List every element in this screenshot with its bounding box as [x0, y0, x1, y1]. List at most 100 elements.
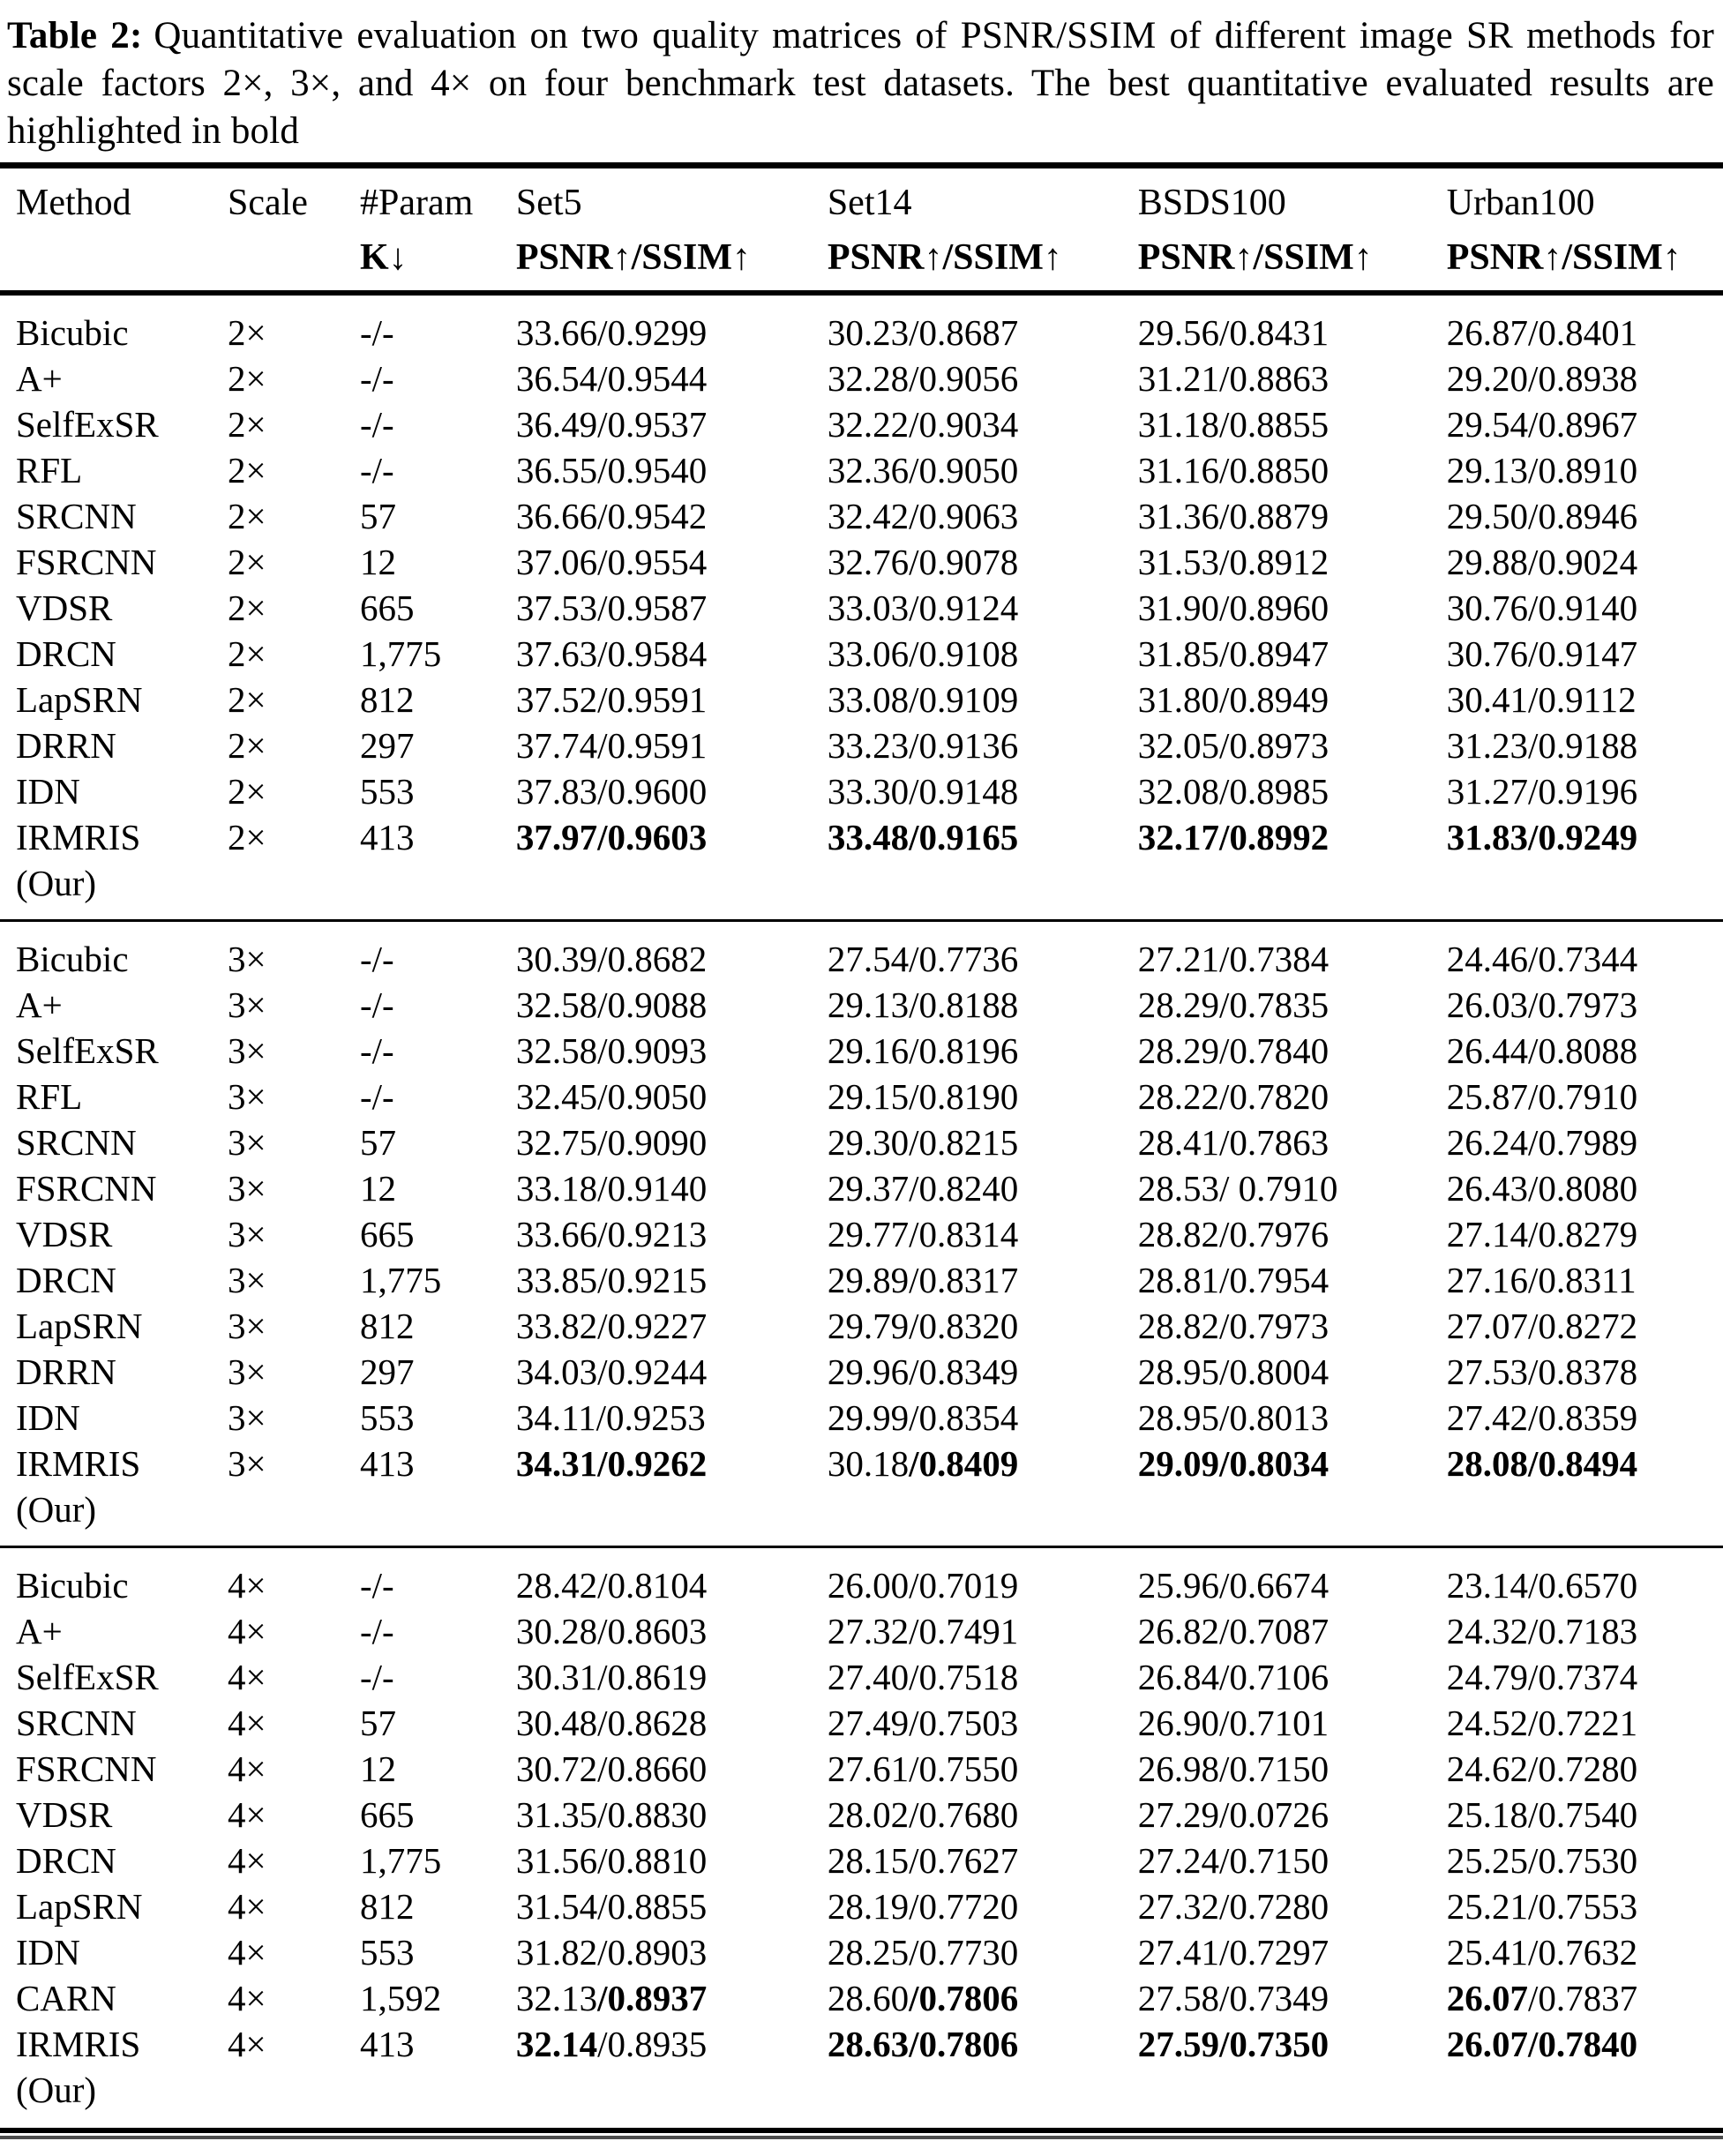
method-name: IDN	[16, 1397, 80, 1438]
col-header-set5-metrics: PSNR↑/SSIM↑	[515, 237, 751, 278]
scale-cell: 2×	[227, 496, 266, 536]
scale-cell: 2×	[227, 312, 266, 353]
metric-value-segment: 33.85/0.9215	[515, 1260, 708, 1300]
metric-cell: 25.87/0.7910	[1447, 1074, 1723, 1119]
metric-value-segment: 27.24/0.7150	[1137, 1840, 1330, 1881]
metric-value-segment: 33.03/0.9124	[827, 588, 1019, 628]
method-cell: Bicubic	[0, 1548, 228, 1608]
method-name: LapSRN	[16, 1886, 143, 1927]
metric-cell: 26.84/0.7106	[1138, 1654, 1447, 1700]
metric-cell: 24.52/0.7221	[1447, 1700, 1723, 1746]
metric-cell: 27.21/0.7384	[1138, 922, 1447, 982]
metric-value-segment: 37.74/0.9591	[515, 725, 708, 766]
metric-value-segment: 33.66/0.9213	[515, 1214, 708, 1254]
metric-cell: 29.79/0.8320	[828, 1303, 1138, 1349]
table-row: VDSR 2× 665 37.53/0.9587 33.03/0.9124 31.90/0…	[0, 585, 1723, 631]
metric-cell: 36.66/0.9542	[516, 493, 828, 539]
method-cell: SRCNN	[0, 493, 228, 539]
metric-value-segment: 30.72/0.8660	[515, 1748, 708, 1789]
metric-value-segment: 32.58/0.9093	[515, 1030, 708, 1071]
metric-value-segment: 32.36/0.9050	[827, 450, 1019, 490]
table-row: SelfExSR 3× -/- 32.58/0.9093 29.16/0.8196 28.…	[0, 1028, 1723, 1074]
metric-cell: 24.32/0.7183	[1447, 1608, 1723, 1654]
method-cell: VDSR	[0, 1792, 228, 1838]
method-cell: DRCN	[0, 631, 228, 677]
metric-cell: 26.82/0.7087	[1138, 1608, 1447, 1654]
col-header-param-unit: K↓	[359, 237, 408, 278]
method-cell: LapSRN	[0, 677, 228, 722]
param-cell: -/-	[359, 312, 394, 353]
method-cell: FSRCNN	[0, 1165, 228, 1211]
metric-cell: 27.32/0.7491	[828, 1608, 1138, 1654]
metric-cell: 37.63/0.9584	[516, 631, 828, 677]
metric-cell: 28.60/0.7806	[828, 1975, 1138, 2021]
metric-value-segment: 27.14/0.8279	[1446, 1214, 1638, 1254]
method-cell: A+	[0, 982, 228, 1028]
metric-value-segment: 30.18	[827, 1443, 910, 1484]
table-row: IRMRIS (Our) 3× 413 34.31/0.9262 30.18/0.8409…	[0, 1441, 1723, 1532]
scale-cell: 4×	[227, 2024, 266, 2064]
method-name: FSRCNN	[16, 542, 157, 582]
method-name: FSRCNN	[16, 1168, 157, 1209]
table-row: SelfExSR 2× -/- 36.49/0.9537 32.22/0.9034 31.…	[0, 401, 1723, 447]
metric-value-segment: 32.58/0.9088	[515, 984, 708, 1025]
group-rule	[0, 1546, 1723, 1548]
scale-cell: 4×	[227, 1794, 266, 1835]
metric-value-segment: 34.11/0.9253	[515, 1397, 706, 1438]
metric-cell: 29.13/0.8910	[1447, 447, 1723, 493]
metric-value-segment: 29.96/0.8349	[827, 1351, 1019, 1392]
metric-value-segment: 36.66/0.9542	[515, 496, 708, 536]
metric-value-segment: 27.21/0.7384	[1137, 939, 1330, 979]
metric-cell: 37.53/0.9587	[516, 585, 828, 631]
metric-value-segment: 28.29/0.7840	[1137, 1030, 1330, 1071]
metric-cell: 30.41/0.9112	[1447, 677, 1723, 722]
metric-value-segment: 28.53/ 0.7910	[1137, 1168, 1338, 1209]
metric-value-segment: 26.43/0.8080	[1446, 1168, 1638, 1209]
metric-cell: 32.28/0.9056	[828, 356, 1138, 401]
scale-cell: 3×	[227, 1397, 266, 1438]
method-name-suffix: (Our)	[16, 1489, 97, 1530]
metric-value-segment: 37.52/0.9591	[515, 679, 708, 720]
metric-cell: 30.31/0.8619	[516, 1654, 828, 1700]
param-cell: -/-	[359, 1076, 394, 1117]
metric-cell: 28.53/ 0.7910	[1138, 1165, 1447, 1211]
metric-cell: 26.03/0.7973	[1447, 982, 1723, 1028]
metric-value-segment: 27.54/0.7736	[827, 939, 1019, 979]
method-name: SelfExSR	[16, 1030, 159, 1071]
method-name: IRMRIS	[16, 2024, 141, 2064]
scale-cell: 4×	[227, 1703, 266, 1743]
metric-cell: 31.21/0.8863	[1138, 356, 1447, 401]
metric-cell: 32.45/0.9050	[516, 1074, 828, 1119]
metric-value-segment: 30.39/0.8682	[515, 939, 708, 979]
param-cell: 12	[359, 1168, 396, 1209]
metric-cell: 29.54/0.8967	[1447, 401, 1723, 447]
param-cell: 812	[359, 679, 415, 720]
metric-value-segment: 31.36/0.8879	[1137, 496, 1330, 536]
method-cell: A+	[0, 1608, 228, 1654]
bottom-rule-row	[0, 2113, 1723, 2139]
table-top-rule	[0, 162, 1723, 168]
metric-cell: 25.21/0.7553	[1447, 1883, 1723, 1929]
param-cell: 553	[359, 1397, 415, 1438]
param-cell: -/-	[359, 1611, 394, 1651]
metric-cell: 33.82/0.9227	[516, 1303, 828, 1349]
method-cell: DRRN	[0, 722, 228, 768]
scale-3x-group: Bicubic 3× -/- 30.39/0.8682 27.54/0.7736 27.2…	[0, 922, 1723, 1532]
method-name: SRCNN	[16, 1122, 137, 1163]
metric-value-segment: 26.03/0.7973	[1446, 984, 1638, 1025]
method-name: IDN	[16, 771, 80, 812]
metric-value-segment: 27.59/0.7350	[1137, 2024, 1330, 2064]
metric-value-segment: 32.05/0.8973	[1137, 725, 1330, 766]
metric-cell: 27.59/0.7350	[1138, 2021, 1447, 2113]
metric-value-segment: 31.56/0.8810	[515, 1840, 708, 1881]
table-row: IDN 2× 553 37.83/0.9600 33.30/0.9148 32.08/0.…	[0, 768, 1723, 814]
metric-value-segment: 28.42/0.8104	[515, 1565, 708, 1606]
metric-value-segment: 26.07	[1446, 1978, 1528, 2018]
metric-cell: 33.18/0.9140	[516, 1165, 828, 1211]
metric-cell: 27.49/0.7503	[828, 1700, 1138, 1746]
metric-value-segment: 26.87/0.8401	[1446, 312, 1638, 353]
param-cell: 1,775	[359, 1260, 442, 1300]
table-row: LapSRN 2× 812 37.52/0.9591 33.08/0.9109 31.80…	[0, 677, 1723, 722]
metric-value-segment: 36.55/0.9540	[515, 450, 708, 490]
col-header-set14-metrics: PSNR↑/SSIM↑	[827, 237, 1062, 278]
